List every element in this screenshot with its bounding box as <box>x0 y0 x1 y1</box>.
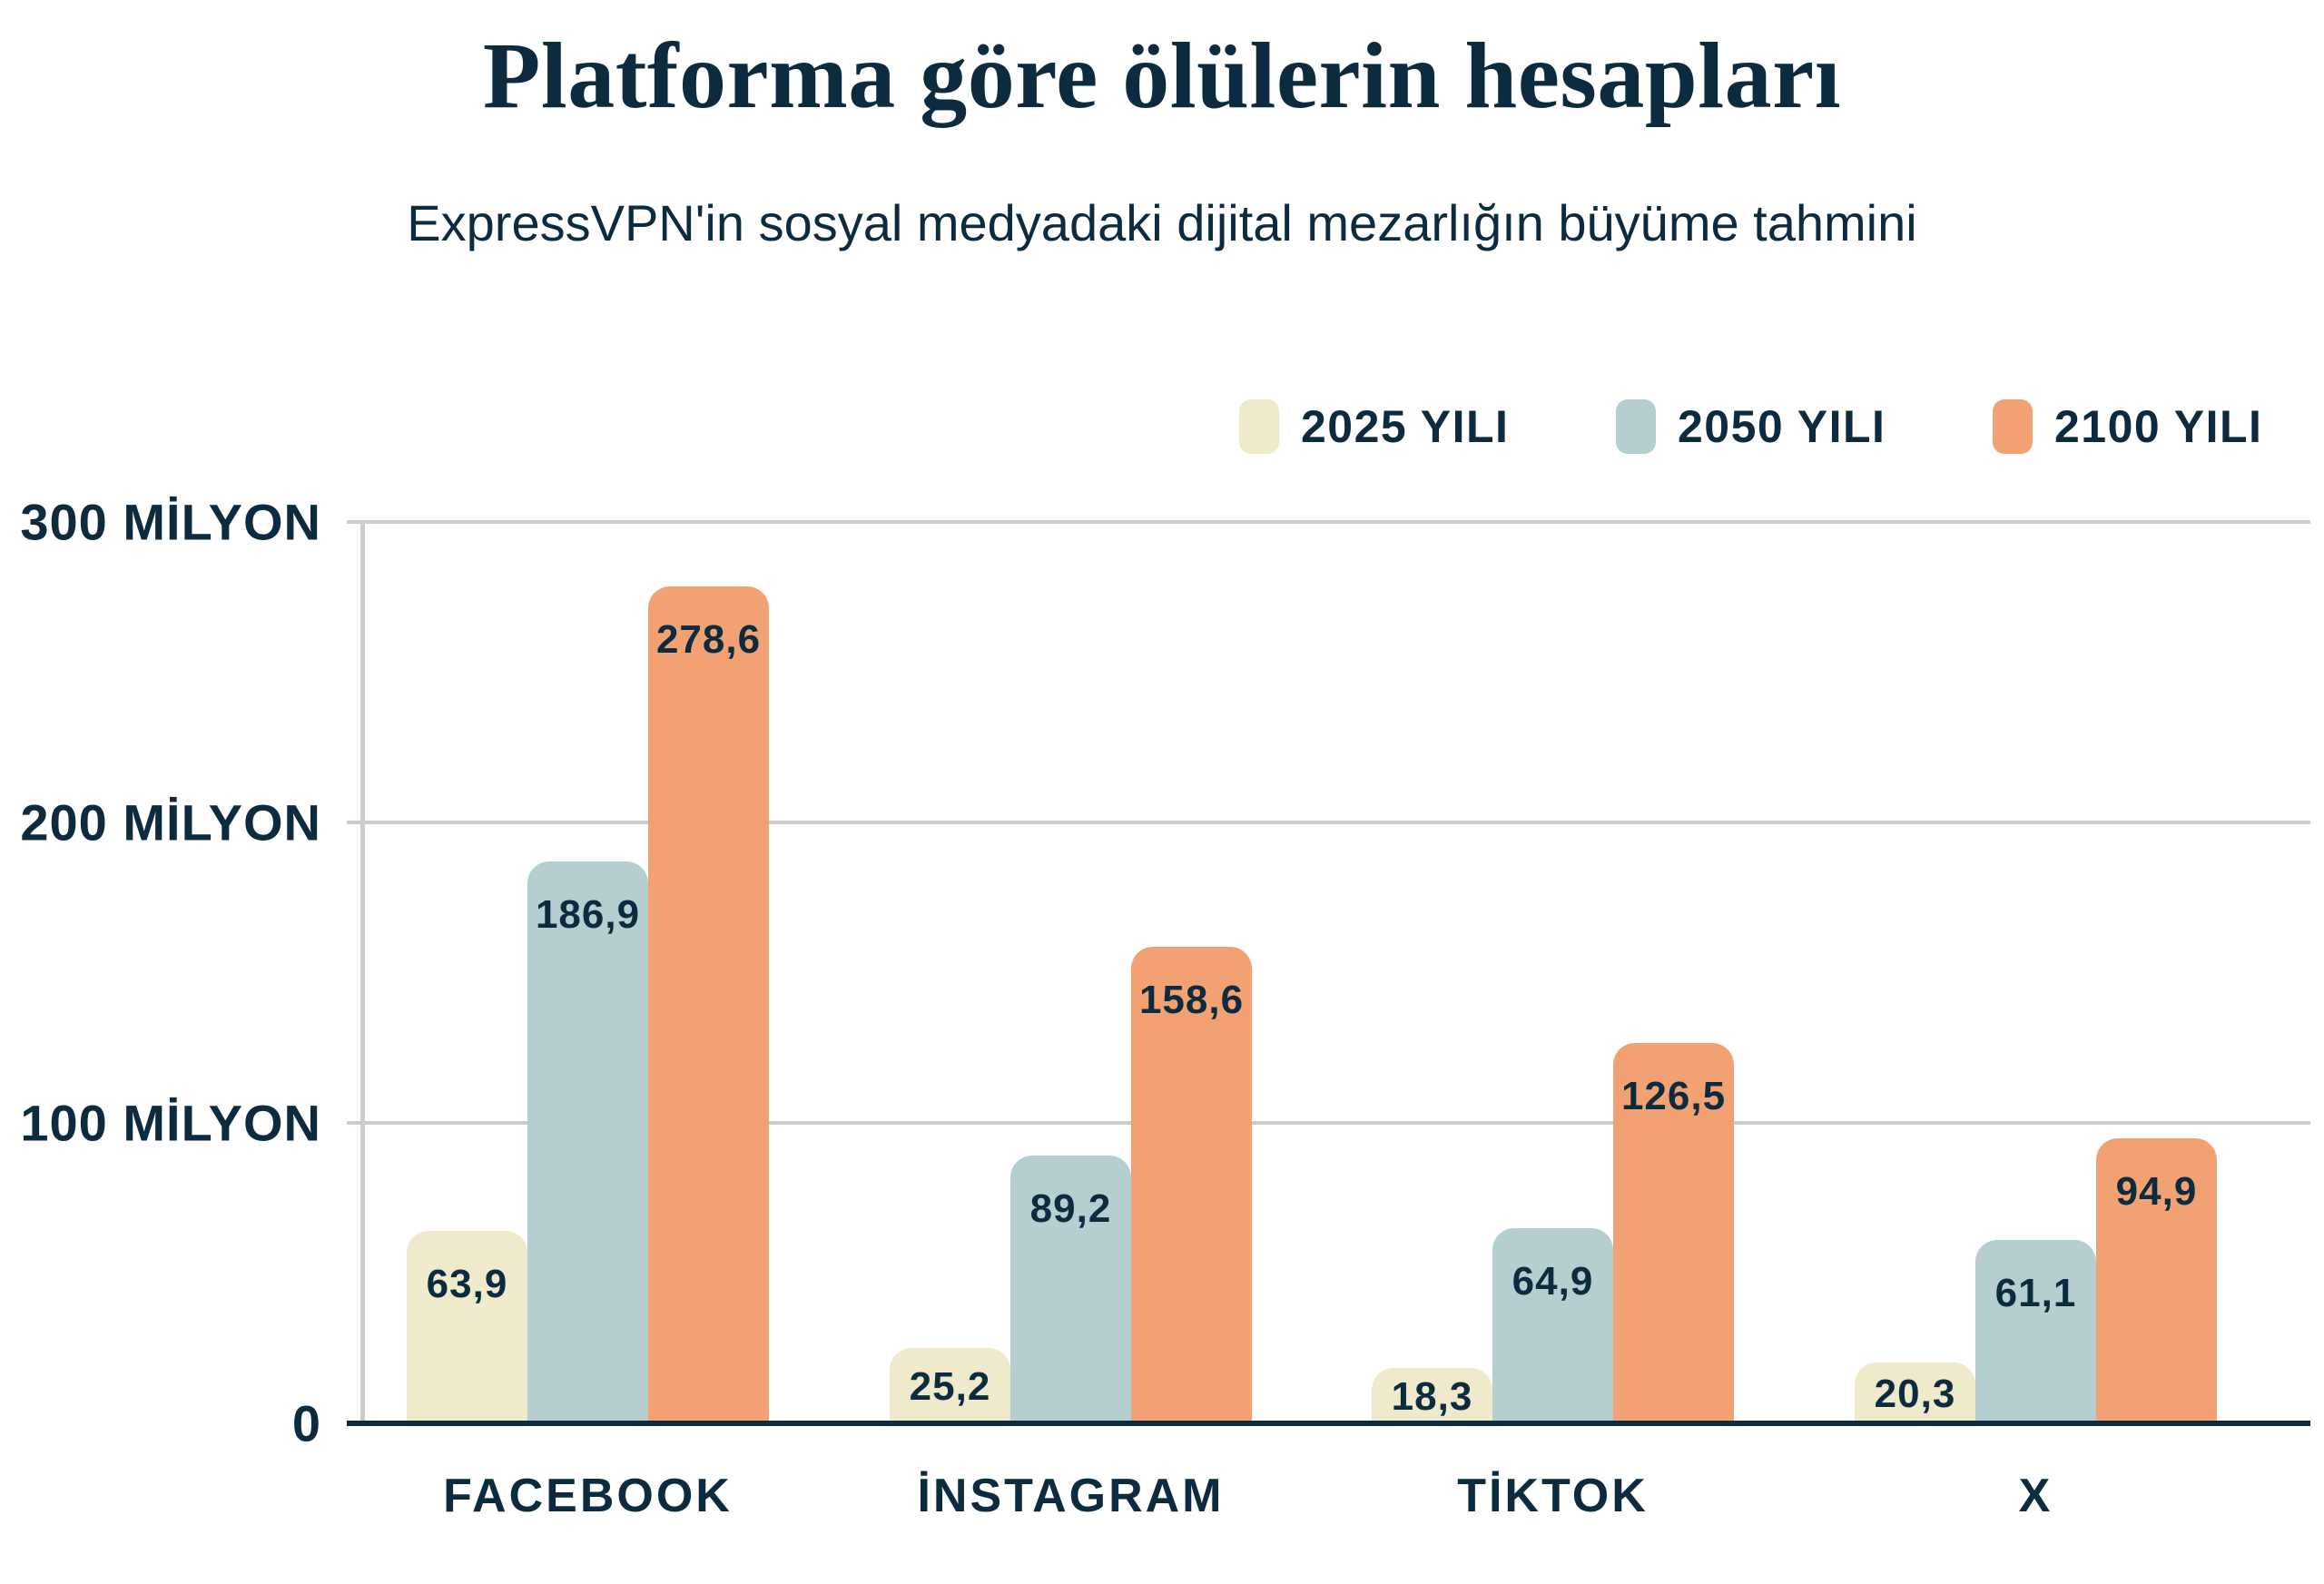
legend-label: 2050 YILI <box>1678 401 1886 452</box>
bar-x-2050-yili: 61,1 <box>1975 1240 2096 1423</box>
bar-value-label: 25,2 <box>909 1364 991 1409</box>
bar-value-label: 63,9 <box>426 1262 508 1306</box>
plot-area: 63,9 186,9 278,6 25,2 89,2 158,6 18,3 64,9 126,5… <box>347 520 2310 1522</box>
bar-value-label: 61,1 <box>1994 1271 2077 1315</box>
bar-ti-ktok-2100-yili: 126,5 <box>1613 1043 1734 1423</box>
bar-value-label: 126,5 <box>1620 1074 1727 1118</box>
legend-swatch-2025-yili-icon <box>1239 399 1279 454</box>
legend: 2025 YILI 2050 YILI 2100 YILI <box>1239 398 2301 456</box>
legend-label: 2100 YILI <box>2054 401 2263 452</box>
x-tick-label-ti-ktok: TİKTOK <box>1457 1470 1649 1522</box>
bar-ti-ktok-2025-yili: 18,3 <box>1372 1368 1492 1423</box>
y-axis-line <box>360 522 365 1423</box>
legend-swatch-2050-yili-icon <box>1616 399 1656 454</box>
x-tick-label-x: X <box>2018 1470 2053 1522</box>
legend-label: 2025 YILI <box>1301 401 1510 452</box>
bar-i-nstagram-2100-yili: 158,6 <box>1131 947 1252 1423</box>
bar-value-label: 158,6 <box>1138 978 1245 1022</box>
bar-value-label: 89,2 <box>1029 1186 1112 1231</box>
legend-swatch-2100-yili-icon <box>1993 399 2033 454</box>
bar-facebook-2100-yili: 278,6 <box>648 586 769 1423</box>
gridline-100 <box>347 1121 2310 1125</box>
gridline-300 <box>347 520 2310 524</box>
bar-value-label: 94,9 <box>2115 1169 2198 1214</box>
bar-value-label: 278,6 <box>655 617 762 662</box>
gridline-200 <box>347 821 2310 824</box>
bar-ti-ktok-2050-yili: 64,9 <box>1492 1228 1613 1423</box>
bars-layer: 63,9 186,9 278,6 25,2 89,2 158,6 18,3 64,9 126,5… <box>362 522 2310 1423</box>
bar-value-label: 18,3 <box>1391 1374 1473 1419</box>
legend-item-2025-yili: 2025 YILI <box>1239 398 1509 456</box>
chart-title: Platforma göre ölülerin hesapları <box>482 24 1842 128</box>
y-tick-label-200: 200 MİLYON <box>20 793 321 851</box>
x-tick-label-i-nstagram: İNSTAGRAM <box>917 1470 1225 1522</box>
bar-i-nstagram-2025-yili: 25,2 <box>890 1348 1010 1423</box>
legend-item-2100-yili: 2100 YILI <box>1993 398 2262 456</box>
y-axis-labels: 0 100 MİLYON 200 MİLYON 300 MİLYON <box>0 494 321 1452</box>
bar-value-label: 64,9 <box>1512 1259 1594 1304</box>
x-tick-label-facebook: FACEBOOK <box>443 1470 733 1522</box>
bar-x-2025-yili: 20,3 <box>1855 1363 1975 1423</box>
bar-i-nstagram-2050-yili: 89,2 <box>1010 1156 1131 1423</box>
bar-x-2100-yili: 94,9 <box>2096 1138 2217 1423</box>
chart-subtitle: ExpressVPN'in sosyal medyadaki dijital m… <box>407 194 1917 251</box>
bar-facebook-2050-yili: 186,9 <box>527 861 648 1423</box>
x-axis-labels: FACEBOOK İNSTAGRAM TİKTOK X <box>362 522 2310 1522</box>
y-tick-label-100: 100 MİLYON <box>20 1094 321 1152</box>
x-axis-line <box>347 1421 2310 1426</box>
bar-value-label: 186,9 <box>535 892 641 937</box>
bar-value-label: 20,3 <box>1874 1372 1956 1416</box>
bar-facebook-2025-yili: 63,9 <box>407 1231 527 1423</box>
y-tick-label-300: 300 MİLYON <box>20 493 321 551</box>
y-tick-label-0: 0 <box>291 1394 321 1452</box>
legend-item-2050-yili: 2050 YILI <box>1616 398 1886 456</box>
